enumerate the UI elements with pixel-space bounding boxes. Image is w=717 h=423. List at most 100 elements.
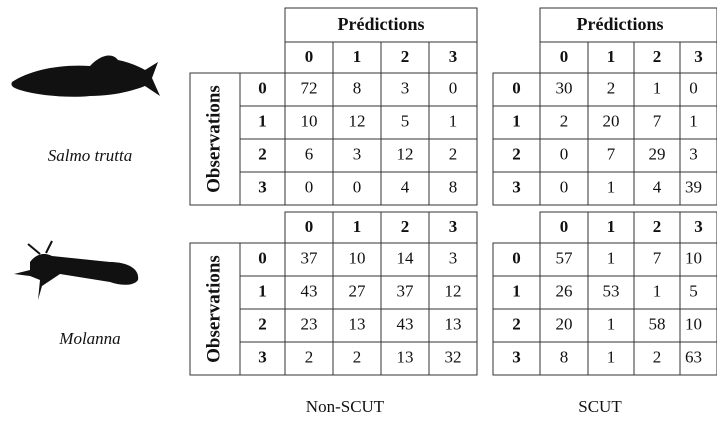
- count-cell: 37: [301, 248, 319, 267]
- predictions-header: Prédictions: [338, 14, 425, 34]
- count-cell: 57: [556, 248, 574, 267]
- count-cell: 0: [449, 78, 458, 97]
- count-cell: 1: [449, 111, 458, 130]
- row-label: 0: [258, 248, 267, 267]
- count-cell: 5: [689, 281, 698, 300]
- count-cell: 4: [401, 177, 410, 196]
- column-header: 0: [560, 217, 569, 236]
- count-cell: 12: [445, 281, 462, 300]
- row-label: 1: [258, 281, 267, 300]
- column-header: 2: [653, 47, 662, 66]
- count-cell: 10: [301, 111, 318, 130]
- count-cell: 1: [607, 248, 616, 267]
- count-cell: 20: [603, 111, 620, 130]
- row-title: Observations: [203, 255, 224, 363]
- column-header: 1: [353, 217, 362, 236]
- count-cell: 13: [397, 347, 414, 366]
- column-header: 2: [401, 217, 410, 236]
- panel-caption: Non-SCUT: [306, 397, 385, 416]
- count-cell: 26: [556, 281, 573, 300]
- count-cell: 0: [305, 177, 314, 196]
- count-cell: 2: [607, 78, 616, 97]
- table-cell: [679, 341, 717, 376]
- count-cell: 39: [685, 177, 702, 196]
- row-label: 3: [258, 177, 267, 196]
- count-cell: 32: [445, 347, 462, 366]
- count-cell: 58: [649, 314, 666, 333]
- count-cell: 72: [301, 78, 318, 97]
- count-cell: 13: [349, 314, 366, 333]
- column-header: 3: [694, 47, 703, 66]
- count-cell: 53: [603, 281, 620, 300]
- count-cell: 2: [353, 347, 362, 366]
- panel-caption: SCUT: [578, 397, 622, 416]
- table-cell: [679, 105, 717, 140]
- count-cell: 12: [349, 111, 366, 130]
- larva-silhouette: [14, 242, 139, 300]
- count-cell: 7: [653, 111, 662, 130]
- table-cell: [428, 171, 478, 206]
- count-cell: 0: [353, 177, 362, 196]
- count-cell: 1: [607, 177, 616, 196]
- count-cell: 23: [301, 314, 318, 333]
- count-cell: 1: [653, 281, 662, 300]
- count-cell: 6: [305, 144, 314, 163]
- predictions-header: Prédictions: [577, 14, 664, 34]
- table-cell: [428, 341, 478, 376]
- count-cell: 30: [556, 78, 573, 97]
- row-label: 0: [258, 78, 267, 97]
- count-cell: 0: [560, 144, 569, 163]
- count-cell: 1: [607, 347, 616, 366]
- count-cell: 1: [653, 78, 662, 97]
- count-cell: 2: [449, 144, 458, 163]
- column-header: 0: [560, 47, 569, 66]
- row-label: 2: [258, 144, 267, 163]
- count-cell: 4: [653, 177, 662, 196]
- antenna: [27, 243, 41, 255]
- count-cell: 1: [607, 314, 616, 333]
- count-cell: 13: [445, 314, 462, 333]
- count-cell: 2: [560, 111, 569, 130]
- count-cell: 3: [401, 78, 410, 97]
- row-label: 3: [512, 177, 521, 196]
- column-header: 3: [449, 47, 458, 66]
- count-cell: 5: [401, 111, 410, 130]
- count-cell: 27: [349, 281, 367, 300]
- species-label: Molanna: [58, 329, 120, 348]
- column-header: 2: [653, 217, 662, 236]
- column-header: 3: [449, 217, 458, 236]
- table-cell: [679, 275, 717, 310]
- column-header: 1: [607, 217, 616, 236]
- fish-silhouette: [11, 55, 161, 97]
- count-cell: 8: [449, 177, 458, 196]
- count-cell: 0: [560, 177, 569, 196]
- row-label: 1: [512, 281, 521, 300]
- column-header: 0: [305, 217, 314, 236]
- count-cell: 37: [397, 281, 415, 300]
- count-cell: 3: [353, 144, 362, 163]
- count-cell: 1: [689, 111, 698, 130]
- count-cell: 3: [689, 144, 698, 163]
- table-cell: [679, 72, 717, 107]
- count-cell: 29: [649, 144, 666, 163]
- count-cell: 2: [653, 347, 662, 366]
- count-cell: 14: [397, 248, 415, 267]
- count-cell: 0: [689, 78, 698, 97]
- antenna: [45, 240, 53, 254]
- count-cell: 2: [305, 347, 314, 366]
- column-header: 3: [694, 217, 703, 236]
- count-cell: 20: [556, 314, 573, 333]
- row-label: 2: [512, 144, 521, 163]
- count-cell: 8: [560, 347, 569, 366]
- row-label: 1: [512, 111, 521, 130]
- species-label: Salmo trutta: [48, 146, 133, 165]
- row-title: Observations: [203, 85, 224, 193]
- count-cell: 10: [685, 314, 702, 333]
- count-cell: 8: [353, 78, 362, 97]
- table-cell: [679, 138, 717, 173]
- count-cell: 43: [301, 281, 318, 300]
- count-cell: 3: [449, 248, 458, 267]
- row-label: 3: [258, 347, 267, 366]
- column-header: 1: [607, 47, 616, 66]
